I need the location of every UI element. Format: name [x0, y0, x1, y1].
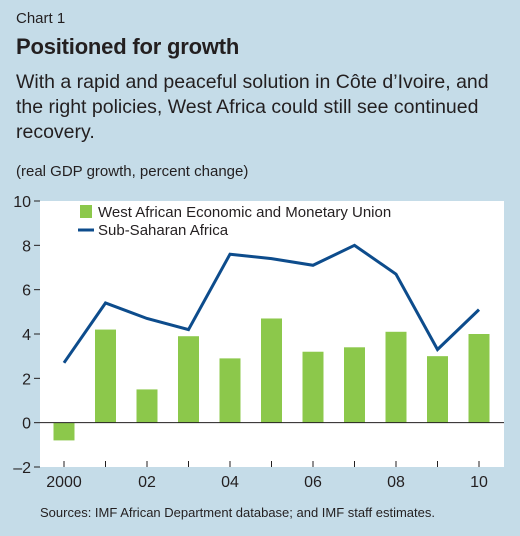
legend-swatch-bar [80, 205, 92, 218]
bar-2007 [344, 347, 365, 423]
bar-2005 [261, 318, 282, 423]
bar-2004 [219, 358, 241, 423]
bar-2008 [385, 331, 407, 423]
y-tick-label: 6 [22, 283, 31, 300]
y-tick-label: 0 [22, 416, 31, 433]
bar-2001 [95, 329, 116, 423]
chart-subtitle: With a rapid and peaceful solution in Cô… [16, 71, 489, 143]
bar-2002 [136, 389, 158, 423]
y-axis-unit-label: (real GDP growth, percent change) [16, 163, 249, 180]
x-tick-label: 08 [387, 474, 405, 491]
bar-2000 [53, 422, 75, 441]
y-axis: 10 8 6 4 2 0 –2 [13, 194, 40, 477]
y-tick-label: 4 [22, 327, 31, 344]
bar-2009 [427, 356, 448, 423]
x-axis: 2000 02 04 06 08 10 [46, 461, 488, 491]
bar-2003 [178, 336, 199, 423]
bar-series [53, 318, 490, 441]
bar-2006 [302, 351, 324, 423]
y-tick-label: –2 [13, 460, 31, 477]
x-tick-label: 06 [304, 474, 322, 491]
chart-kicker: Chart 1 [16, 10, 66, 27]
bar-2010 [468, 334, 490, 423]
y-tick-label: 8 [22, 238, 31, 255]
line-series [62, 243, 481, 364]
x-tick-label: 10 [470, 474, 488, 491]
x-tick-label: 02 [138, 474, 156, 491]
legend-label-line: Sub-Saharan Africa [98, 222, 229, 239]
x-tick-label: 04 [221, 474, 239, 491]
chart-title: Positioned for growth [16, 34, 240, 59]
y-tick-label: 10 [13, 194, 31, 211]
source-note: Sources: IMF African Department database… [40, 505, 435, 520]
y-tick-label: 2 [22, 371, 31, 388]
x-tick-label: 2000 [46, 474, 82, 491]
legend: West African Economic and Monetary Union… [78, 204, 391, 239]
legend-label-bar: West African Economic and Monetary Union [98, 204, 391, 221]
